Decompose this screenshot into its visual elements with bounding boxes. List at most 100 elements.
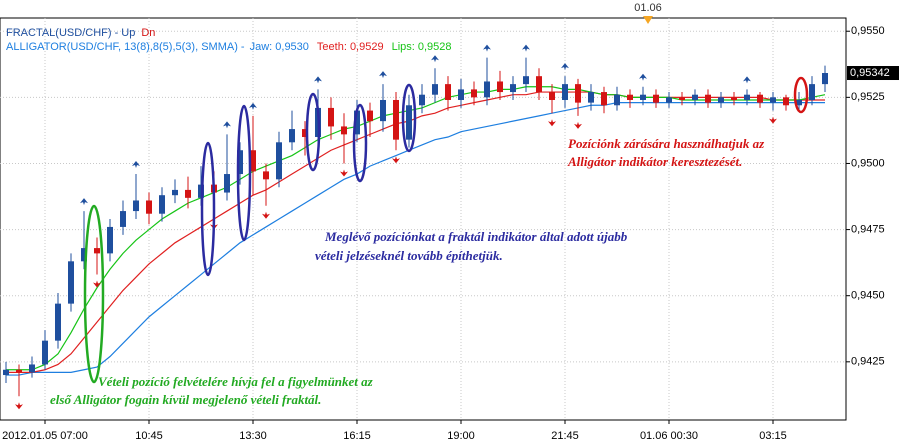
fractal-down (574, 121, 582, 129)
candle-body (783, 97, 789, 106)
annotation: első Alligátor fogain kívül megjelenő vé… (50, 392, 321, 407)
candle-body (94, 248, 100, 254)
y-tick-label: 0,9525 (851, 91, 885, 103)
candle-body (29, 364, 35, 373)
fractal-down (548, 119, 556, 127)
y-tick-label: 0,9425 (851, 356, 885, 368)
legend-lips: Lips: 0,9528 (392, 41, 452, 53)
candle-body (380, 99, 386, 122)
fractal-up (743, 76, 751, 84)
legend-jaw: Jaw: 0,9530 (250, 41, 309, 53)
candle-body (406, 105, 412, 140)
candle-body (471, 89, 477, 98)
candle-body (159, 195, 165, 214)
fractal-up (639, 73, 647, 81)
annotation: Meglévő pozíciónkat a fraktál indikátor … (324, 229, 628, 244)
candle-body (393, 99, 399, 140)
candle-body (822, 73, 828, 85)
y-tick-label: 0,9550 (851, 25, 885, 37)
candle-body (250, 150, 256, 172)
candle-body (445, 84, 451, 100)
candle-body (354, 110, 360, 135)
fractal-up (431, 55, 439, 63)
candles (3, 57, 828, 397)
alligator-line (6, 102, 825, 376)
x-tick-label: 03:15 (759, 430, 787, 442)
candle-body (705, 94, 711, 103)
candle-body (640, 94, 646, 100)
candle-body (666, 97, 672, 103)
fractal-up (522, 44, 530, 52)
x-tick-label: 13:30 (239, 430, 267, 442)
candle-body (263, 171, 269, 180)
candle-body (770, 97, 776, 103)
candle-body (679, 97, 685, 100)
y-tick-label: 0,9500 (851, 157, 885, 169)
ellipse (83, 204, 105, 384)
candle-body (328, 107, 334, 127)
candle-body (718, 97, 724, 103)
candle-body (16, 369, 22, 373)
candle-body (237, 150, 243, 175)
legend-teeth: Teeth: 0,9529 (317, 41, 384, 53)
candle-body (432, 84, 438, 95)
candle-body (536, 76, 542, 93)
x-tick-label: 2012.01.05 07:00 (2, 430, 88, 442)
x-tick-label: 19:00 (447, 430, 475, 442)
x-tick-label: 01.06 00:30 (640, 430, 698, 442)
candle-body (497, 81, 503, 93)
plot-frame (0, 17, 847, 421)
candle-body (172, 189, 178, 196)
y-tick-label: 0,9450 (851, 290, 885, 302)
ellipse (793, 76, 809, 114)
fractal-up (80, 198, 88, 206)
candle-body (120, 211, 126, 227)
candle-body (809, 84, 815, 100)
candle-body (341, 126, 347, 135)
candle-body (3, 369, 9, 376)
period-marker-arrow (643, 16, 653, 24)
candle-body (731, 97, 737, 100)
candle-body (562, 84, 568, 100)
candle-body (588, 92, 594, 103)
candle-body (692, 94, 698, 100)
fractal-down (340, 169, 348, 177)
candle-body (133, 200, 139, 212)
annotation: Vételi pozíció felvételére hívja fel a f… (98, 374, 374, 389)
candle-body (614, 94, 620, 106)
fractal-down (93, 280, 101, 288)
candle-body (549, 92, 555, 100)
candle-body (744, 94, 750, 100)
candle-body (302, 129, 308, 138)
legend: FRACTAL(USD/CHF) - Up Dn (6, 27, 155, 39)
fractal-up (314, 76, 322, 84)
candle-body (601, 92, 607, 106)
fractal-down (769, 116, 777, 124)
annotation: vételi jelzéseknél tovább építhetjük. (315, 248, 503, 263)
candle-body (419, 94, 425, 106)
candle-body (185, 189, 191, 198)
candle-body (81, 248, 87, 262)
candle-body (276, 142, 282, 180)
candle-body (42, 340, 48, 365)
candle-body (146, 200, 152, 214)
candle-body (757, 94, 763, 103)
candle-body (289, 129, 295, 143)
annotation: Pozíciónk zárására használhatjuk az (568, 136, 765, 151)
candle-body (68, 261, 74, 304)
candle-body (367, 110, 373, 122)
ellipse (200, 141, 216, 277)
candle-body (458, 89, 464, 100)
grid (0, 18, 846, 420)
ellipses (83, 76, 809, 384)
fractal-up (379, 71, 387, 79)
candle-body (653, 94, 659, 103)
fractal-down (392, 156, 400, 164)
candle-body (627, 94, 633, 100)
candle-body (55, 303, 61, 341)
annotation: Alligátor indikátor keresztezését. (567, 154, 742, 169)
fractal-up (249, 102, 257, 110)
legend-fractal: FRACTAL(USD/CHF) - Up (6, 27, 135, 39)
x-tick-label: 21:45 (551, 430, 579, 442)
